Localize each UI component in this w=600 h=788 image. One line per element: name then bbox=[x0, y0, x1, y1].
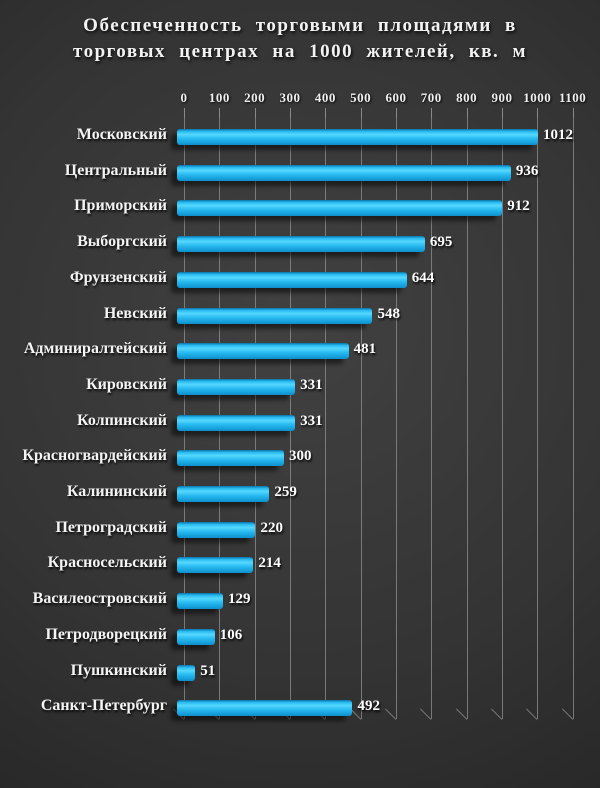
bar bbox=[177, 343, 349, 360]
bar-row-label: Фрунзенский bbox=[69, 268, 167, 286]
bar bbox=[177, 700, 353, 717]
bar bbox=[177, 414, 296, 431]
bar-row-label: Красногвардейский bbox=[22, 447, 167, 465]
axis-tick bbox=[466, 108, 468, 118]
bar bbox=[177, 628, 215, 645]
grid-line-foot bbox=[561, 708, 573, 720]
bar-row-label: Приморский bbox=[74, 197, 167, 215]
bar-row-label: Василеостровский bbox=[32, 590, 167, 608]
bar bbox=[177, 521, 256, 538]
grid-line-foot bbox=[420, 708, 432, 720]
bar-value: 936 bbox=[515, 162, 539, 179]
chart-title-line2: торговых центрах на 1000 жителей, кв. м bbox=[72, 41, 527, 62]
bar-value: 331 bbox=[300, 412, 323, 429]
bar-row-label: Пушкинский bbox=[70, 661, 167, 679]
bar-value: 51 bbox=[200, 662, 216, 679]
bar-row-label: Админиралтейский bbox=[23, 340, 167, 358]
axis-tick-label: 1100 bbox=[558, 90, 587, 105]
bar-value: 548 bbox=[377, 305, 400, 322]
bar-row-label: Колпинский bbox=[77, 411, 167, 429]
axis-tick-label: 900 bbox=[491, 90, 513, 105]
axis-tick-label: 0 bbox=[180, 90, 188, 105]
grid-line bbox=[395, 118, 397, 719]
axis-tick bbox=[325, 108, 327, 118]
grid-line bbox=[572, 118, 574, 719]
bar bbox=[177, 271, 407, 288]
axis-tick-label: 300 bbox=[279, 90, 301, 105]
bar bbox=[177, 450, 284, 467]
bar-value: 106 bbox=[219, 626, 243, 643]
axis-tick bbox=[501, 108, 503, 118]
axis-tick-label: 1000 bbox=[523, 90, 552, 105]
axis-tick bbox=[184, 108, 185, 118]
grid-line bbox=[501, 118, 503, 719]
bar bbox=[177, 486, 270, 502]
axis-tick-label: 200 bbox=[244, 90, 266, 105]
bar-value: 129 bbox=[228, 591, 251, 608]
bar bbox=[177, 164, 511, 181]
axis-tick-label: 600 bbox=[385, 90, 407, 105]
axis-tick bbox=[395, 108, 397, 118]
bar-row-label: Центральный bbox=[64, 161, 167, 179]
bar bbox=[177, 307, 373, 324]
axis-tick bbox=[431, 108, 433, 118]
bar bbox=[177, 664, 196, 681]
grid-line bbox=[360, 118, 362, 719]
axis-tick-label: 400 bbox=[314, 90, 336, 105]
bar-value: 492 bbox=[357, 698, 380, 715]
chart-title-line1: Обеспеченность торговыми площадями в bbox=[83, 15, 517, 36]
bar-value: 259 bbox=[274, 484, 297, 500]
axis-tick bbox=[572, 108, 574, 118]
bar-value: 481 bbox=[353, 341, 377, 358]
bar-value: 214 bbox=[258, 555, 281, 572]
bar-row-label: Калининский bbox=[66, 483, 167, 500]
bar bbox=[177, 200, 503, 217]
axis-tick bbox=[537, 108, 539, 118]
chart-title: Обеспеченность торговыми площадями в тор… bbox=[0, 13, 600, 65]
axis-tick-label: 800 bbox=[456, 90, 478, 105]
bar bbox=[177, 593, 223, 610]
grid-line-foot bbox=[491, 708, 503, 720]
bar-row-label: Московский bbox=[76, 126, 167, 143]
grid-line bbox=[431, 118, 433, 719]
axis-tick bbox=[254, 108, 256, 118]
bar-row-label: Санкт-Петербург bbox=[40, 697, 167, 715]
bar-value: 695 bbox=[429, 234, 453, 251]
grid-line-foot bbox=[385, 708, 397, 720]
bar bbox=[177, 557, 254, 574]
axis-tick-label: 700 bbox=[420, 90, 442, 105]
grid-line bbox=[325, 118, 327, 719]
grid-line-foot bbox=[526, 708, 538, 720]
bar-value: 912 bbox=[507, 198, 530, 215]
bar-row-label: Выборгский bbox=[77, 233, 167, 251]
bar bbox=[177, 378, 296, 395]
bar-row-label: Невский bbox=[103, 304, 167, 322]
axis-tick-label: 500 bbox=[350, 90, 372, 105]
bar-value: 1012 bbox=[542, 127, 573, 143]
grid-line bbox=[537, 118, 539, 719]
bar bbox=[177, 129, 538, 145]
axis-tick-label: 100 bbox=[208, 90, 230, 105]
axis-tick bbox=[360, 108, 362, 118]
axis-tick bbox=[289, 108, 291, 118]
bar-row-label: Красносельский bbox=[47, 554, 167, 572]
bar-value: 331 bbox=[300, 376, 323, 393]
bar-value: 300 bbox=[289, 448, 312, 465]
grid-line-foot bbox=[455, 708, 467, 720]
bar-row-label: Петроградский bbox=[55, 518, 167, 536]
bar-row-label: Петродворецкий bbox=[45, 625, 167, 643]
bar-value: 220 bbox=[260, 519, 283, 536]
bar bbox=[177, 236, 425, 253]
axis-tick bbox=[219, 108, 221, 118]
bar-value: 644 bbox=[411, 269, 435, 286]
grid-line bbox=[466, 118, 468, 719]
bar-row-label: Кировский bbox=[86, 375, 167, 393]
